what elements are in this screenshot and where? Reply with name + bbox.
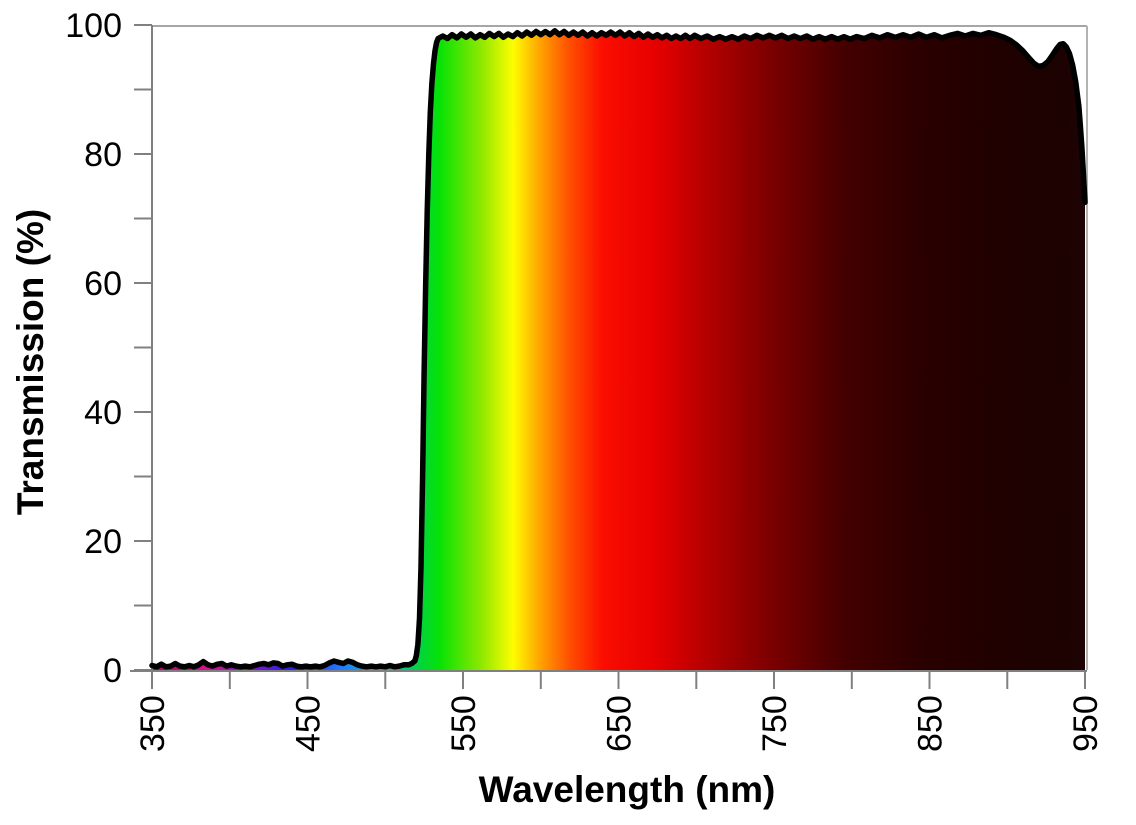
y-tick-label: 40	[84, 394, 122, 432]
x-tick-label: 850	[912, 695, 950, 752]
y-tick-label: 100	[65, 7, 122, 45]
x-tick-label: 950	[1067, 695, 1105, 752]
y-axis-title: Transmission (%)	[10, 208, 51, 516]
x-tick-label: 350	[134, 695, 172, 752]
y-tick-label: 60	[84, 265, 122, 303]
x-tick-label: 750	[756, 695, 794, 752]
y-tick-label: 80	[84, 136, 122, 174]
x-tick-label: 650	[601, 695, 639, 752]
spectrum-area-fill	[152, 30, 1085, 671]
y-tick-label: 20	[84, 523, 122, 561]
x-axis-title: Wavelength (nm)	[478, 769, 776, 810]
x-tick-label: 450	[290, 695, 328, 752]
transmission-curve-line	[149, 28, 1088, 670]
y-tick-label: 0	[103, 652, 122, 690]
x-tick-label: 550	[445, 695, 483, 752]
